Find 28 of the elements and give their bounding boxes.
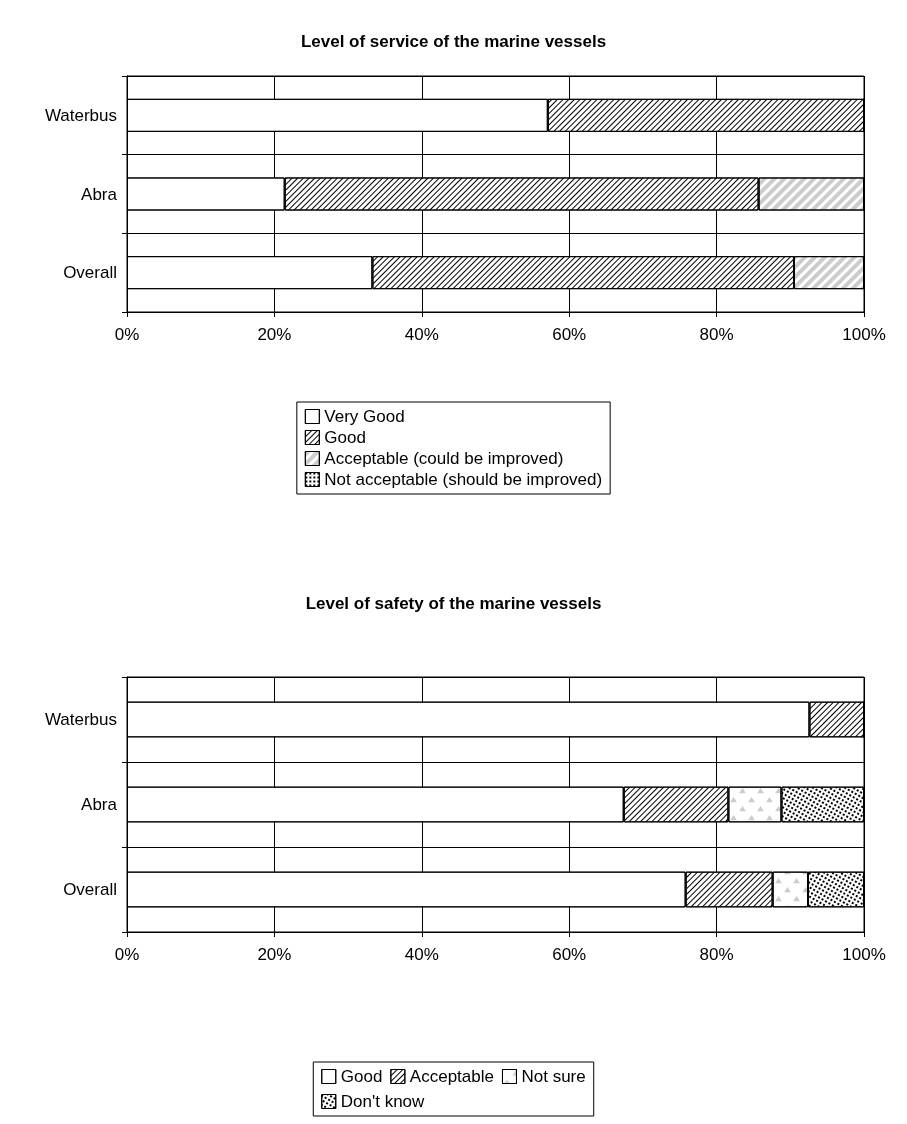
legend-label: Good [324, 428, 366, 447]
x-tick-label: 100% [842, 325, 886, 344]
x-tick-label: 80% [699, 325, 734, 344]
y-tick-label: Abra [81, 795, 118, 814]
x-tick-label: 0% [114, 325, 140, 344]
legend-label: Acceptable [409, 1067, 494, 1086]
legend-label: Good [340, 1067, 383, 1086]
x-tick-label: 20% [257, 945, 292, 964]
legend-label: Acceptable (could be improved) [324, 449, 564, 468]
x-tick-label: 80% [699, 945, 734, 964]
x-tick-label: 60% [552, 325, 587, 344]
legend-label: Not acceptable (should be improved) [324, 470, 603, 489]
chart-title: Level of safety of the marine vessels [305, 594, 602, 613]
y-tick-label: Waterbus [44, 105, 117, 125]
x-tick-label: 40% [404, 325, 439, 344]
x-tick-label: 100% [842, 945, 886, 964]
y-tick-label: Overall [63, 880, 117, 899]
legend-label: Very Good [324, 407, 405, 426]
x-tick-label: 40% [404, 945, 439, 964]
legend-label: Don't know [340, 1092, 426, 1111]
y-tick-label: Abra [81, 184, 118, 204]
x-tick-label: 20% [257, 325, 292, 344]
chart-title: Level of service of the marine vessels [300, 32, 607, 51]
legend-label: Not sure [521, 1067, 586, 1086]
x-tick-label: 0% [114, 945, 140, 964]
y-tick-label: Overall [63, 263, 117, 283]
x-tick-label: 60% [552, 945, 587, 964]
y-tick-label: Waterbus [44, 710, 117, 729]
